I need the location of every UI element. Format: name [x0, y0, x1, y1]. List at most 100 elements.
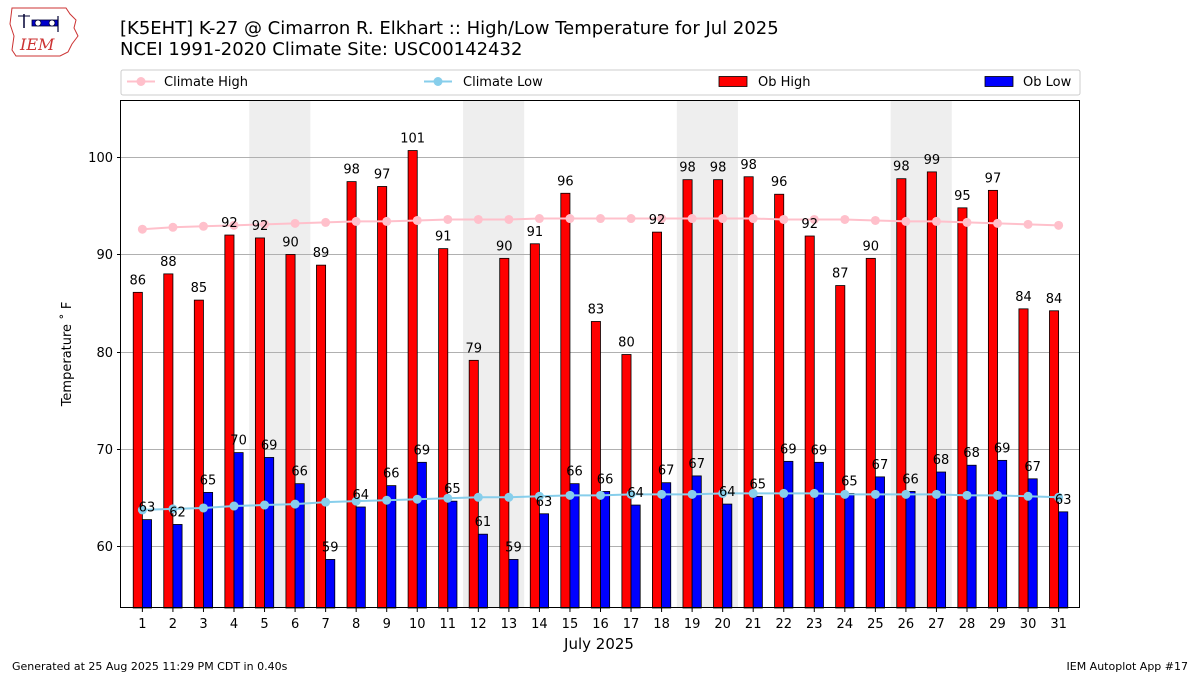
climate-high-point: [565, 214, 575, 224]
ob-low-bar: [141, 519, 152, 609]
ob-low-value-label: 63: [536, 495, 553, 510]
ob-high-value-label: 97: [985, 171, 1002, 186]
climate-high-point: [412, 215, 422, 225]
bars: [132, 150, 1069, 609]
y-tick-label: 100: [88, 151, 113, 166]
ob-high-value-label: 92: [221, 216, 238, 231]
climate-low-point: [1054, 492, 1064, 502]
climate-low-point: [382, 495, 392, 505]
footer-generated: Generated at 25 Aug 2025 11:29 PM CDT in…: [12, 660, 288, 673]
legend-climate-low: Climate Low: [424, 75, 543, 90]
ob-high-bar: [132, 291, 143, 609]
ob-high-value-label: 96: [771, 175, 788, 190]
ob-low-value-label: 67: [872, 458, 889, 473]
bar-labels: 86 63 88 62 85 65 92 70 92 69 90 66 89 59 98 64 97 66 101 6…: [130, 132, 1072, 556]
climate-high-point: [260, 219, 270, 229]
x-tick-label: 5: [260, 617, 268, 632]
climate-low-point: [412, 494, 422, 504]
x-tick-label: 31: [1050, 617, 1067, 632]
climate-low-point: [657, 489, 667, 499]
climate-high-point: [779, 214, 789, 224]
climate-high-point: [382, 216, 392, 226]
x-tick-label: 29: [989, 617, 1006, 632]
climate-low-point: [626, 489, 636, 499]
climate-low-point: [993, 490, 1003, 500]
ob-low-bar: [722, 503, 733, 609]
ob-low-value-label: 68: [963, 446, 980, 461]
ob-low-value-label: 70: [230, 434, 247, 449]
ob-low-value-label: 66: [597, 472, 614, 487]
climate-low-point: [565, 490, 575, 500]
ob-low-value-label: 65: [200, 473, 217, 488]
ob-low-value-label: 63: [1055, 493, 1072, 508]
ob-high-value-label: 84: [1015, 290, 1032, 305]
ob-low-bar: [905, 491, 916, 609]
ob-low-bar: [508, 559, 519, 609]
ob-low-bar: [752, 495, 763, 609]
climate-high-point: [870, 215, 880, 225]
ob-high-bar: [346, 181, 357, 609]
ob-high-bar: [163, 273, 174, 609]
y-tick-label: 80: [96, 346, 113, 361]
climate-high-point: [809, 214, 819, 224]
x-tick-label: 15: [562, 617, 579, 632]
ob-high-value-label: 95: [954, 189, 971, 204]
ob-high-bar: [193, 299, 204, 609]
x-tick-label: 8: [352, 617, 360, 632]
climate-high-point: [321, 217, 331, 227]
climate-low-point: [473, 492, 483, 502]
ob-low-bar: [783, 460, 794, 609]
climate-low-point: [596, 490, 605, 500]
ob-low-value-label: 66: [291, 465, 308, 480]
ob-high-bar: [713, 179, 724, 609]
ob-high-bar: [285, 254, 296, 609]
ob-high-value-label: 86: [130, 273, 147, 288]
ob-high-bar: [254, 237, 265, 609]
legend: Climate High Climate Low Ob High Ob Low: [120, 69, 1081, 96]
ob-low-bar: [966, 464, 977, 609]
climate-high-point: [473, 214, 483, 224]
y-tick-label: 90: [96, 248, 113, 263]
ob-low-bar: [630, 504, 641, 609]
ob-low-bar: [539, 513, 549, 609]
x-tick-label: 10: [409, 617, 426, 632]
plot-frame: [120, 100, 1080, 608]
climate-low-point: [931, 489, 941, 499]
climate-high-point: [596, 214, 605, 224]
ob-high-value-label: 101: [400, 132, 425, 147]
footer-app: IEM Autoplot App #17: [1066, 660, 1189, 673]
ob-low-value-label: 65: [841, 474, 858, 489]
ob-low-value-label: 67: [688, 457, 705, 472]
ob-low-bar: [600, 491, 611, 609]
ob-high-value-label: 83: [588, 302, 605, 317]
title-line-2: NCEI 1991-2020 Climate Site: USC00142432: [120, 39, 523, 60]
ob-low-value-label: 62: [169, 505, 186, 520]
climate-high-point: [993, 218, 1003, 228]
x-tick-label: 27: [928, 617, 945, 632]
ob-low-bar: [477, 533, 488, 609]
x-tick-label: 28: [959, 617, 976, 632]
ob-high-value-label: 87: [832, 267, 849, 282]
ob-high-bar: [865, 257, 876, 609]
ob-high-bar: [468, 359, 479, 609]
climate-high-point: [840, 214, 850, 224]
climate-high-point: [718, 214, 728, 224]
ob-high-bar: [1049, 310, 1060, 609]
ob-low-bar: [355, 506, 366, 609]
ob-high-value-label: 98: [893, 160, 910, 175]
ob-high-value-label: 90: [496, 239, 513, 254]
y-axis-label: Temperature ˚ F: [59, 302, 75, 408]
legend-ob-low: Ob Low: [984, 75, 1072, 90]
ob-high-value-label: 98: [740, 158, 757, 173]
ob-low-value-label: 68: [933, 453, 950, 468]
x-tick-label: 1: [138, 617, 146, 632]
ob-high-bar: [835, 285, 846, 609]
x-axis-label: July 2025: [563, 635, 634, 653]
ob-high-value-label: 98: [343, 163, 360, 178]
x-tick-label: 12: [470, 617, 487, 632]
ob-low-bar: [1058, 511, 1069, 609]
x-tick-label: 25: [867, 617, 884, 632]
climate-lines: [137, 214, 1064, 515]
x-tick-label: 18: [653, 617, 670, 632]
ob-high-bar: [560, 192, 571, 609]
